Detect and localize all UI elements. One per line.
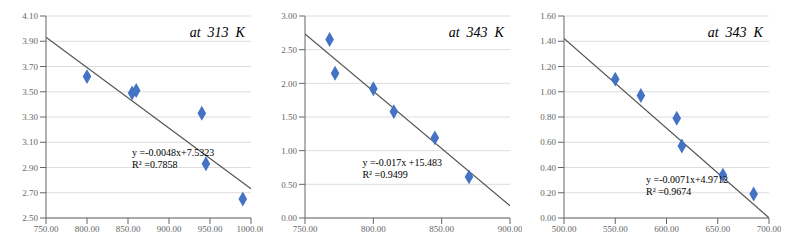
html-text:y =-0.0048x+7.5323: y =-0.0048x+7.5323: [132, 147, 215, 159]
svg-text:0.40: 0.40: [540, 163, 556, 173]
svg-text:1.00: 1.00: [281, 146, 297, 156]
svg-text:550.00: 550.00: [603, 224, 628, 234]
svg-text:850.00: 850.00: [429, 224, 454, 234]
html-text:at 343 K: at 343 K: [707, 25, 763, 41]
svg-text:1.60: 1.60: [540, 11, 556, 21]
svg-text:0.80: 0.80: [540, 112, 556, 122]
svg-text:800.00: 800.00: [75, 224, 100, 234]
svg-text:500.00: 500.00: [552, 224, 577, 234]
svg-text:650.00: 650.00: [705, 224, 730, 234]
svg-text:1.50: 1.50: [281, 112, 297, 122]
svg-text:1.00: 1.00: [540, 87, 556, 97]
svg-text:4.10: 4.10: [22, 11, 38, 21]
svg-text:0.50: 0.50: [281, 180, 297, 190]
svg-text:3.50: 3.50: [22, 87, 38, 97]
svg-text:2.50: 2.50: [22, 213, 38, 223]
svg-text:700.00: 700.00: [757, 224, 781, 234]
svg-text:3.00: 3.00: [281, 11, 297, 21]
html-text:y =-0.0071x+4.9712: y =-0.0071x+4.9712: [646, 173, 729, 185]
html-text:at 343 K: at 343 K: [448, 25, 504, 41]
svg-text:0.00: 0.00: [281, 213, 297, 223]
html-text:R² =0.7858: R² =0.7858: [132, 159, 178, 171]
svg-text:3.10: 3.10: [22, 137, 38, 147]
svg-text:800.00: 800.00: [361, 224, 386, 234]
svg-text:600.00: 600.00: [654, 224, 679, 234]
svg-text:900.00: 900.00: [157, 224, 182, 234]
html-text:R² =0.9674: R² =0.9674: [646, 185, 692, 197]
svg-text:750.00: 750.00: [293, 224, 318, 234]
svg-text:0.60: 0.60: [540, 137, 556, 147]
html-text:R² =0.9499: R² =0.9499: [362, 169, 408, 181]
svg-text:3.30: 3.30: [22, 112, 38, 122]
svg-text:0.20: 0.20: [540, 188, 556, 198]
svg-text:3.70: 3.70: [22, 62, 38, 72]
svg-text:900.00: 900.00: [498, 224, 522, 234]
svg-text:0.00: 0.00: [540, 213, 556, 223]
svg-text:1.20: 1.20: [540, 62, 556, 72]
svg-text:850.00: 850.00: [116, 224, 141, 234]
html-text:y =-0.017x +15.483: y =-0.017x +15.483: [362, 157, 442, 169]
svg-text:1000.00: 1000.00: [236, 224, 263, 234]
svg-text:3.90: 3.90: [22, 36, 38, 46]
svg-text:2.90: 2.90: [22, 163, 38, 173]
svg-text:2.50: 2.50: [281, 45, 297, 55]
svg-text:750.00: 750.00: [34, 224, 59, 234]
svg-text:2.70: 2.70: [22, 188, 38, 198]
html-text:at 313 K: at 313 K: [189, 25, 245, 41]
svg-text:2.00: 2.00: [281, 79, 297, 89]
svg-text:950.00: 950.00: [198, 224, 223, 234]
svg-text:1.40: 1.40: [540, 36, 556, 46]
